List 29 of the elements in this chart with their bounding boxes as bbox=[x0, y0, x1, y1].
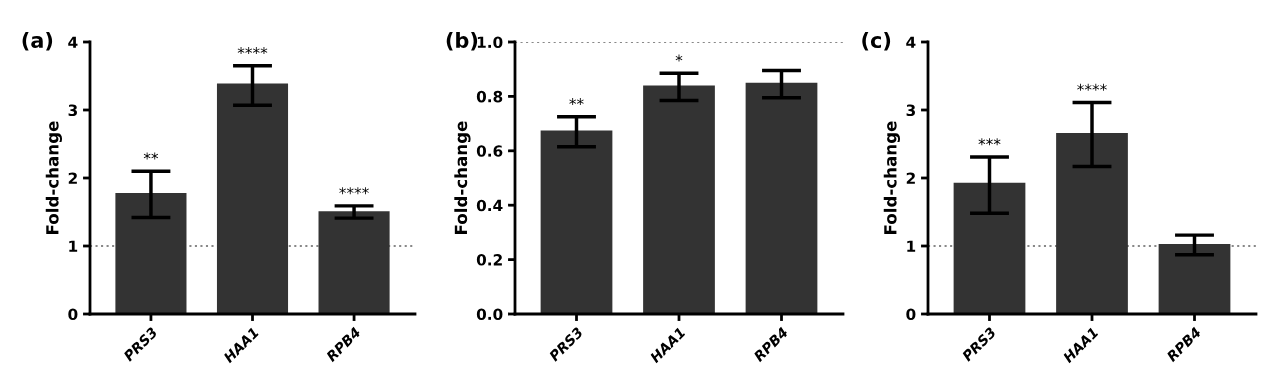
y-axis-title: Fold-change bbox=[45, 121, 63, 234]
annotation: * bbox=[675, 54, 683, 62]
annotation: *** bbox=[978, 138, 1001, 146]
y-axis-title: Fold-change bbox=[883, 121, 901, 234]
chart-title: (b) bbox=[446, 31, 478, 51]
y-tick-label: 3 bbox=[68, 104, 77, 117]
y-tick-label: 1 bbox=[69, 240, 78, 252]
y-tick-label: 4 bbox=[906, 36, 916, 48]
y-tick-label: 0.4 bbox=[476, 199, 503, 212]
y-tick-label: 2 bbox=[68, 172, 77, 184]
annotation: ** bbox=[143, 152, 159, 160]
annotation: **** bbox=[1077, 83, 1107, 91]
annotation: ** bbox=[569, 98, 584, 106]
y-tick-label: 1 bbox=[907, 240, 916, 252]
y-tick-label: 2 bbox=[906, 172, 915, 184]
chart-title: (c) bbox=[862, 31, 891, 51]
y-axis-title: Fold-change bbox=[454, 121, 471, 234]
y-tick-label: 1.0 bbox=[477, 36, 503, 49]
y-tick-label: 0 bbox=[68, 308, 78, 321]
chart-title: (a) bbox=[22, 31, 53, 51]
y-tick-label: 0 bbox=[906, 308, 916, 321]
y-tick-label: 0.0 bbox=[476, 308, 503, 321]
y-tick-label: 0.8 bbox=[476, 90, 503, 103]
y-tick-label: 4 bbox=[68, 36, 78, 48]
y-tick-label: 0.2 bbox=[476, 254, 502, 266]
annotation: **** bbox=[339, 187, 369, 195]
y-tick-label: 0.6 bbox=[476, 145, 503, 157]
y-tick-label: 3 bbox=[906, 104, 915, 117]
annotation: **** bbox=[237, 47, 268, 55]
